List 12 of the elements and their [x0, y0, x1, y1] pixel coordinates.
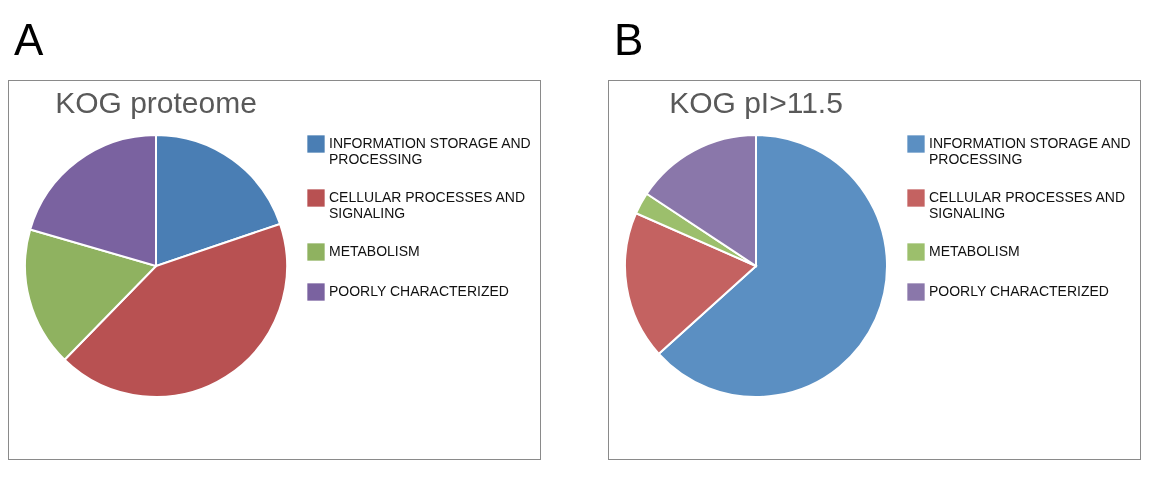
- text: A: [13, 14, 45, 66]
- legend-label: METABOLISM: [329, 243, 420, 259]
- legend-label: CELLULAR PROCESSES AND SIGNALING: [929, 189, 1126, 221]
- legend-label: POORLY CHARACTERIZED: [929, 283, 1109, 299]
- chart-title: KOG pI>11.5: [669, 86, 843, 119]
- legend-label: METABOLISM: [929, 243, 1020, 259]
- legend-label: INFORMATION STORAGE AND PROCESSING: [329, 135, 531, 167]
- legend-label: POORLY CHARACTERIZED: [329, 283, 509, 299]
- legend-label: INFORMATION STORAGE AND PROCESSING: [929, 135, 1131, 167]
- chart-title: KOG proteome: [55, 86, 257, 119]
- legend-label: CELLULAR PROCESSES AND SIGNALING: [329, 189, 526, 221]
- text: B: [613, 14, 645, 66]
